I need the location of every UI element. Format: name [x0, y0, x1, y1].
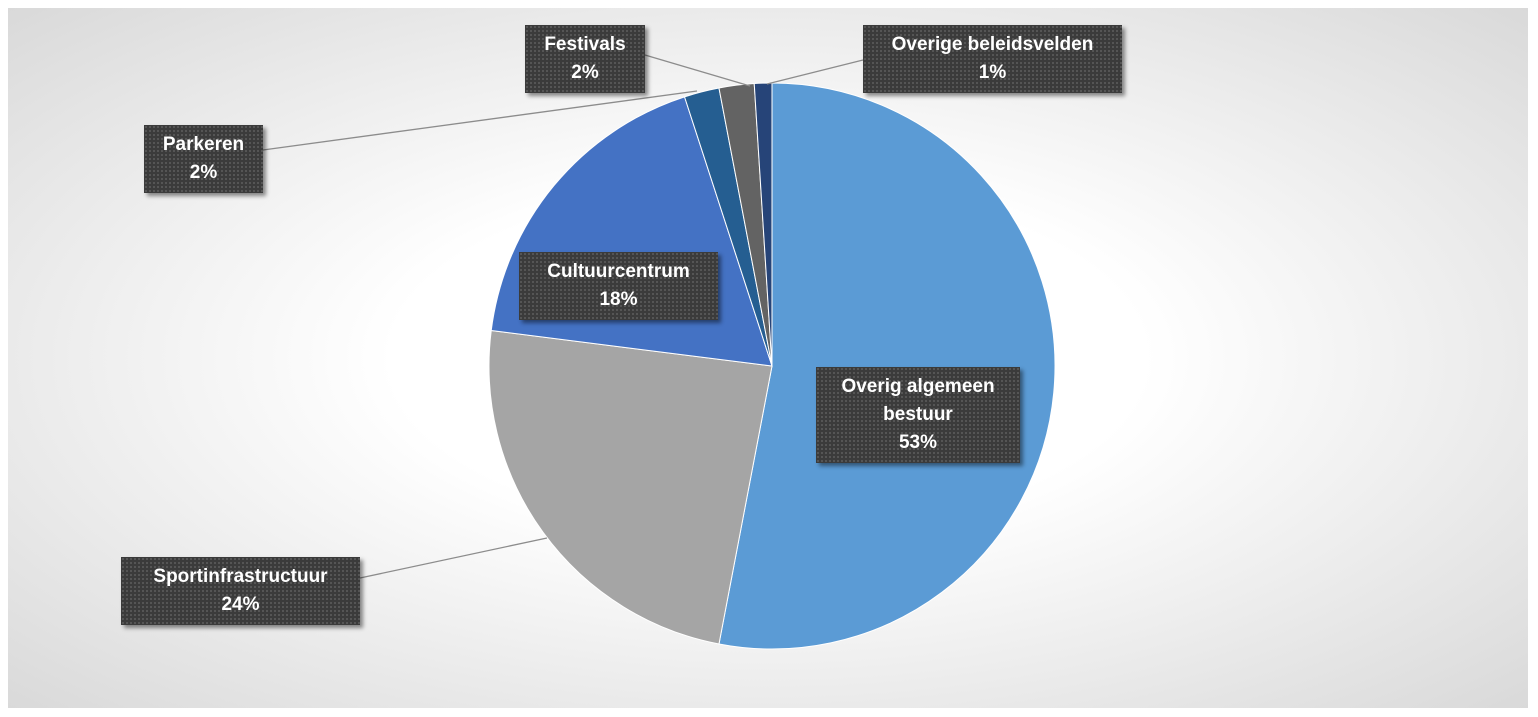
data-label: Cultuurcentrum 18% — [519, 252, 718, 320]
label-category: Festivals — [544, 34, 626, 55]
data-label: Festivals 2% — [525, 25, 645, 93]
label-value: 1% — [978, 62, 1007, 83]
label-value: 2% — [189, 162, 218, 183]
label-value: 24% — [221, 594, 260, 615]
label-value: 2% — [571, 62, 599, 83]
label-category: Parkeren — [162, 134, 245, 155]
label-value: 53% — [898, 432, 938, 453]
leader-line — [766, 59, 864, 85]
label-category: Overig algemeen bestuur — [841, 376, 995, 425]
leader-line — [262, 90, 698, 151]
leader-line — [644, 54, 751, 87]
data-label: Sportinfrastructuur 24% — [121, 557, 360, 625]
pie-slice — [718, 82, 1056, 650]
data-label: Overig algemeen bestuur 53% — [816, 367, 1020, 463]
label-category: Sportinfrastructuur — [153, 566, 328, 587]
label-value: 18% — [599, 289, 638, 310]
leader-line — [359, 537, 548, 579]
label-category: Cultuurcentrum — [547, 261, 690, 282]
data-label: Parkeren 2% — [144, 125, 263, 193]
data-label: Overige beleidsvelden 1% — [863, 25, 1122, 93]
pie-slice — [488, 329, 773, 645]
label-category: Overige beleidsvelden — [891, 34, 1094, 55]
